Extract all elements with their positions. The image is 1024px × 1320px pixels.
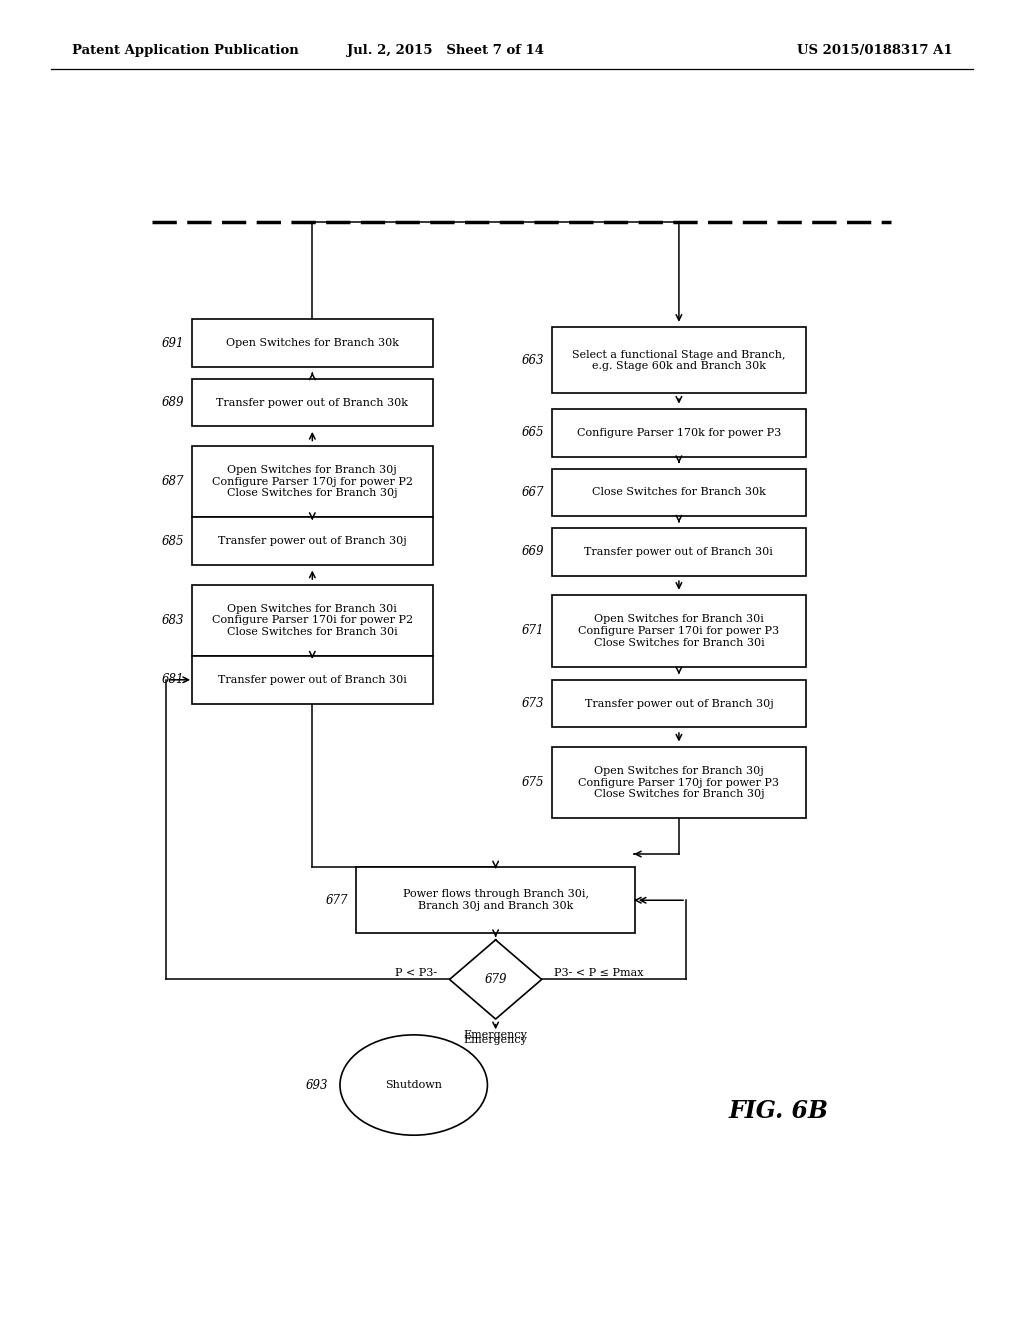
Text: Transfer power out of Branch 30j: Transfer power out of Branch 30j (218, 536, 407, 546)
Text: Open Switches for Branch 30k: Open Switches for Branch 30k (226, 338, 398, 348)
FancyBboxPatch shape (193, 319, 432, 367)
Text: FIG. 6B: FIG. 6B (728, 1100, 828, 1123)
FancyBboxPatch shape (552, 469, 806, 516)
Text: 677: 677 (326, 894, 348, 907)
Text: 669: 669 (521, 545, 544, 558)
Text: 667: 667 (521, 486, 544, 499)
Text: Select a functional Stage and Branch,
e.g. Stage 60k and Branch 30k: Select a functional Stage and Branch, e.… (572, 350, 785, 371)
Text: 691: 691 (162, 337, 184, 350)
Text: Open Switches for Branch 30j
Configure Parser 170j for power P3
Close Switches f: Open Switches for Branch 30j Configure P… (579, 766, 779, 800)
Text: Transfer power out of Branch 30i: Transfer power out of Branch 30i (218, 675, 407, 685)
Text: 683: 683 (162, 614, 184, 627)
Text: 693: 693 (305, 1078, 328, 1092)
Text: Shutdown: Shutdown (385, 1080, 442, 1090)
FancyBboxPatch shape (552, 327, 806, 393)
Text: Open Switches for Branch 30j
Configure Parser 170j for power P2
Close Switches f: Open Switches for Branch 30j Configure P… (212, 465, 413, 499)
FancyBboxPatch shape (193, 446, 432, 517)
Text: Transfer power out of Branch 30i: Transfer power out of Branch 30i (585, 546, 773, 557)
Text: Jul. 2, 2015   Sheet 7 of 14: Jul. 2, 2015 Sheet 7 of 14 (347, 44, 544, 57)
Text: 679: 679 (484, 973, 507, 986)
Text: 681: 681 (162, 673, 184, 686)
Text: 685: 685 (162, 535, 184, 548)
Text: Transfer power out of Branch 30j: Transfer power out of Branch 30j (585, 698, 773, 709)
FancyBboxPatch shape (552, 409, 806, 457)
Text: 687: 687 (162, 475, 184, 488)
Text: Emergency: Emergency (464, 1030, 527, 1040)
FancyBboxPatch shape (552, 528, 806, 576)
Text: 689: 689 (162, 396, 184, 409)
Ellipse shape (340, 1035, 487, 1135)
Text: 663: 663 (521, 354, 544, 367)
Text: 675: 675 (521, 776, 544, 789)
Text: Patent Application Publication: Patent Application Publication (72, 44, 298, 57)
FancyBboxPatch shape (193, 656, 432, 704)
Text: 673: 673 (521, 697, 544, 710)
Text: US 2015/0188317 A1: US 2015/0188317 A1 (797, 44, 952, 57)
FancyBboxPatch shape (552, 595, 806, 667)
Text: Transfer power out of Branch 30k: Transfer power out of Branch 30k (216, 397, 409, 408)
Text: 665: 665 (521, 426, 544, 440)
FancyBboxPatch shape (193, 379, 432, 426)
Text: Close Switches for Branch 30k: Close Switches for Branch 30k (592, 487, 766, 498)
Text: Emergency: Emergency (464, 1035, 527, 1045)
Text: P < P3-: P < P3- (395, 968, 437, 978)
FancyBboxPatch shape (552, 680, 806, 727)
Text: Power flows through Branch 30i,
Branch 30j and Branch 30k: Power flows through Branch 30i, Branch 3… (402, 890, 589, 911)
Text: Open Switches for Branch 30i
Configure Parser 170i for power P3
Close Switches f: Open Switches for Branch 30i Configure P… (579, 614, 779, 648)
FancyBboxPatch shape (193, 585, 432, 656)
FancyBboxPatch shape (356, 867, 635, 933)
FancyBboxPatch shape (552, 747, 806, 818)
Text: P3- < P ≤ Pmax: P3- < P ≤ Pmax (554, 968, 643, 978)
FancyBboxPatch shape (193, 517, 432, 565)
Text: 671: 671 (521, 624, 544, 638)
Text: Open Switches for Branch 30i
Configure Parser 170i for power P2
Close Switches f: Open Switches for Branch 30i Configure P… (212, 603, 413, 638)
Text: Configure Parser 170k for power P3: Configure Parser 170k for power P3 (577, 428, 781, 438)
